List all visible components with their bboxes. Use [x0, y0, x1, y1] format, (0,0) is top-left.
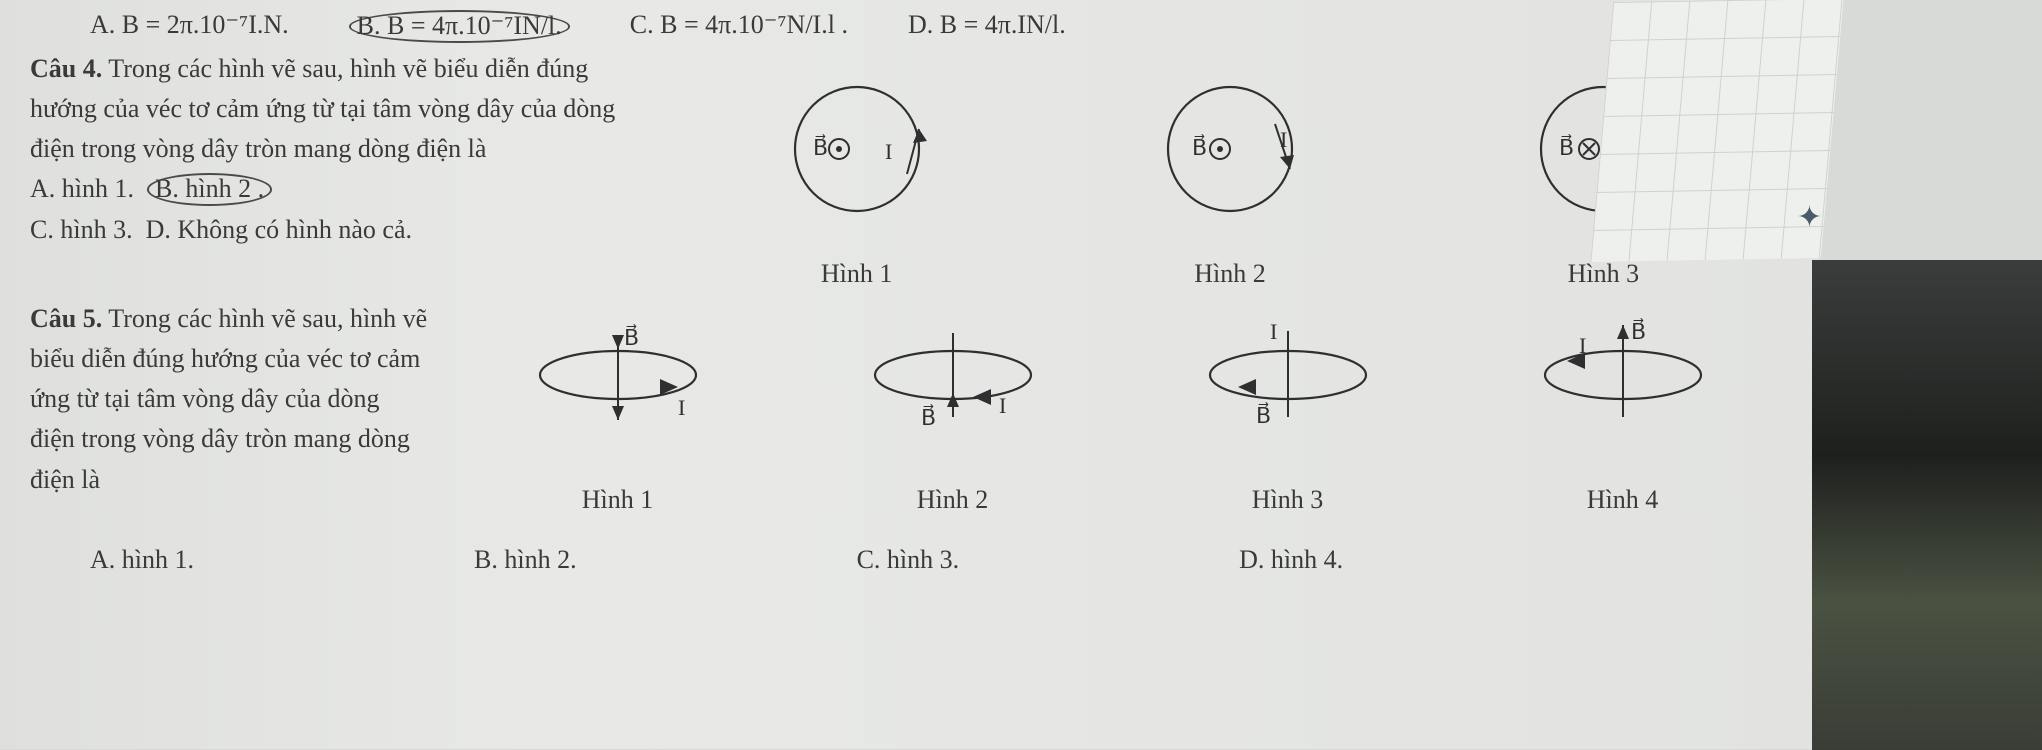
q5-opt-c: C. hình 3. [857, 545, 960, 575]
q4-fig1-label: Hình 1 [821, 259, 893, 289]
q3-opt-d: D. B = 4π.IN/l. [908, 10, 1066, 43]
q5-fig4-svg: B⃗ I [1513, 305, 1733, 455]
q4-opt-b-circled: B. hình 2 . [147, 173, 272, 206]
q4-opt-d: D. Không có hình nào cả. [146, 215, 412, 244]
svg-text:I: I [1280, 127, 1287, 152]
q3-opt-c: C. B = 4π.10⁻⁷N/I.l . [630, 10, 848, 43]
q5-fig4-col: B⃗ I Hình 4 [1513, 305, 1733, 515]
svg-text:I: I [1579, 333, 1586, 358]
q5-answers-row: A. hình 1. B. hình 2. C. hình 3. D. hình… [90, 545, 1790, 575]
svg-text:B⃗: B⃗ [1256, 402, 1271, 428]
q4-fig1-col: B⃗ I Hình 1 [757, 69, 957, 289]
q5-opt-b: B. hình 2. [474, 545, 577, 575]
svg-text:B⃗: B⃗ [1631, 318, 1646, 344]
star-doodle: ✦ [1797, 200, 1822, 235]
q5-opt-a: A. hình 1. [90, 545, 194, 575]
q5-figures: B⃗ I Hình 1 B⃗ I H [450, 299, 1790, 515]
q4-fig2-col: B⃗ I Hình 2 [1130, 69, 1330, 289]
svg-text:B⃗: B⃗ [1559, 134, 1574, 160]
q5-fig1-col: B⃗ I Hình 1 [508, 305, 728, 515]
q4-fig3-label: Hình 3 [1568, 259, 1640, 289]
svg-text:B⃗: B⃗ [921, 404, 936, 430]
q5-fig1-svg: B⃗ I [508, 305, 728, 455]
q4-prompt: Trong các hình vẽ sau, hình vẽ biểu diễn… [30, 54, 615, 164]
q4-text: Câu 4. Trong các hình vẽ sau, hình vẽ bi… [30, 49, 670, 250]
svg-text:B⃗: B⃗ [624, 324, 639, 350]
q3-opt-b: B. B = 4π.10⁻⁷IN/l. [349, 10, 570, 43]
q5-fig2-col: B⃗ I Hình 2 [843, 305, 1063, 515]
q4-opt-c: C. hình 3. [30, 215, 133, 244]
q5-fig3-svg: I B⃗ [1178, 305, 1398, 455]
q3-option-row: A. B = 2π.10⁻⁷I.N. B. B = 4π.10⁻⁷IN/l. C… [90, 10, 1790, 43]
q4-label: Câu 4. [30, 54, 102, 83]
q5-fig3-label: Hình 3 [1252, 485, 1324, 515]
q4-fig2-label: Hình 2 [1194, 259, 1266, 289]
q4-opt-a: A. hình 1. [30, 174, 134, 203]
q4-fig2-svg: B⃗ I [1130, 69, 1330, 229]
q5-fig2-svg: B⃗ I [843, 305, 1063, 455]
svg-text:I: I [678, 395, 685, 420]
svg-text:I: I [885, 139, 892, 164]
q3-opt-a: A. B = 2π.10⁻⁷I.N. [90, 10, 289, 43]
svg-text:B⃗: B⃗ [813, 134, 828, 160]
q3-opt-b-circled: B. B = 4π.10⁻⁷IN/l. [349, 10, 570, 43]
svg-text:I: I [999, 393, 1006, 418]
background-photo-strip [1812, 260, 2042, 750]
svg-text:I: I [1270, 319, 1277, 344]
q4-block: Câu 4. Trong các hình vẽ sau, hình vẽ bi… [30, 49, 1790, 289]
worksheet-page: A. B = 2π.10⁻⁷I.N. B. B = 4π.10⁻⁷IN/l. C… [0, 0, 1820, 749]
q5-label: Câu 5. [30, 304, 102, 333]
q4-fig1-svg: B⃗ I [757, 69, 957, 229]
q5-text: Câu 5. Trong các hình vẽ sau, hình vẽ bi… [30, 299, 450, 500]
svg-text:B⃗: B⃗ [1192, 134, 1207, 160]
q5-block: Câu 5. Trong các hình vẽ sau, hình vẽ bi… [30, 299, 1790, 515]
q5-fig1-label: Hình 1 [582, 485, 654, 515]
q5-opt-d: D. hình 4. [1239, 545, 1343, 575]
q5-fig3-col: I B⃗ Hình 3 [1178, 305, 1398, 515]
q5-fig2-label: Hình 2 [917, 485, 989, 515]
q5-fig4-label: Hình 4 [1587, 485, 1659, 515]
